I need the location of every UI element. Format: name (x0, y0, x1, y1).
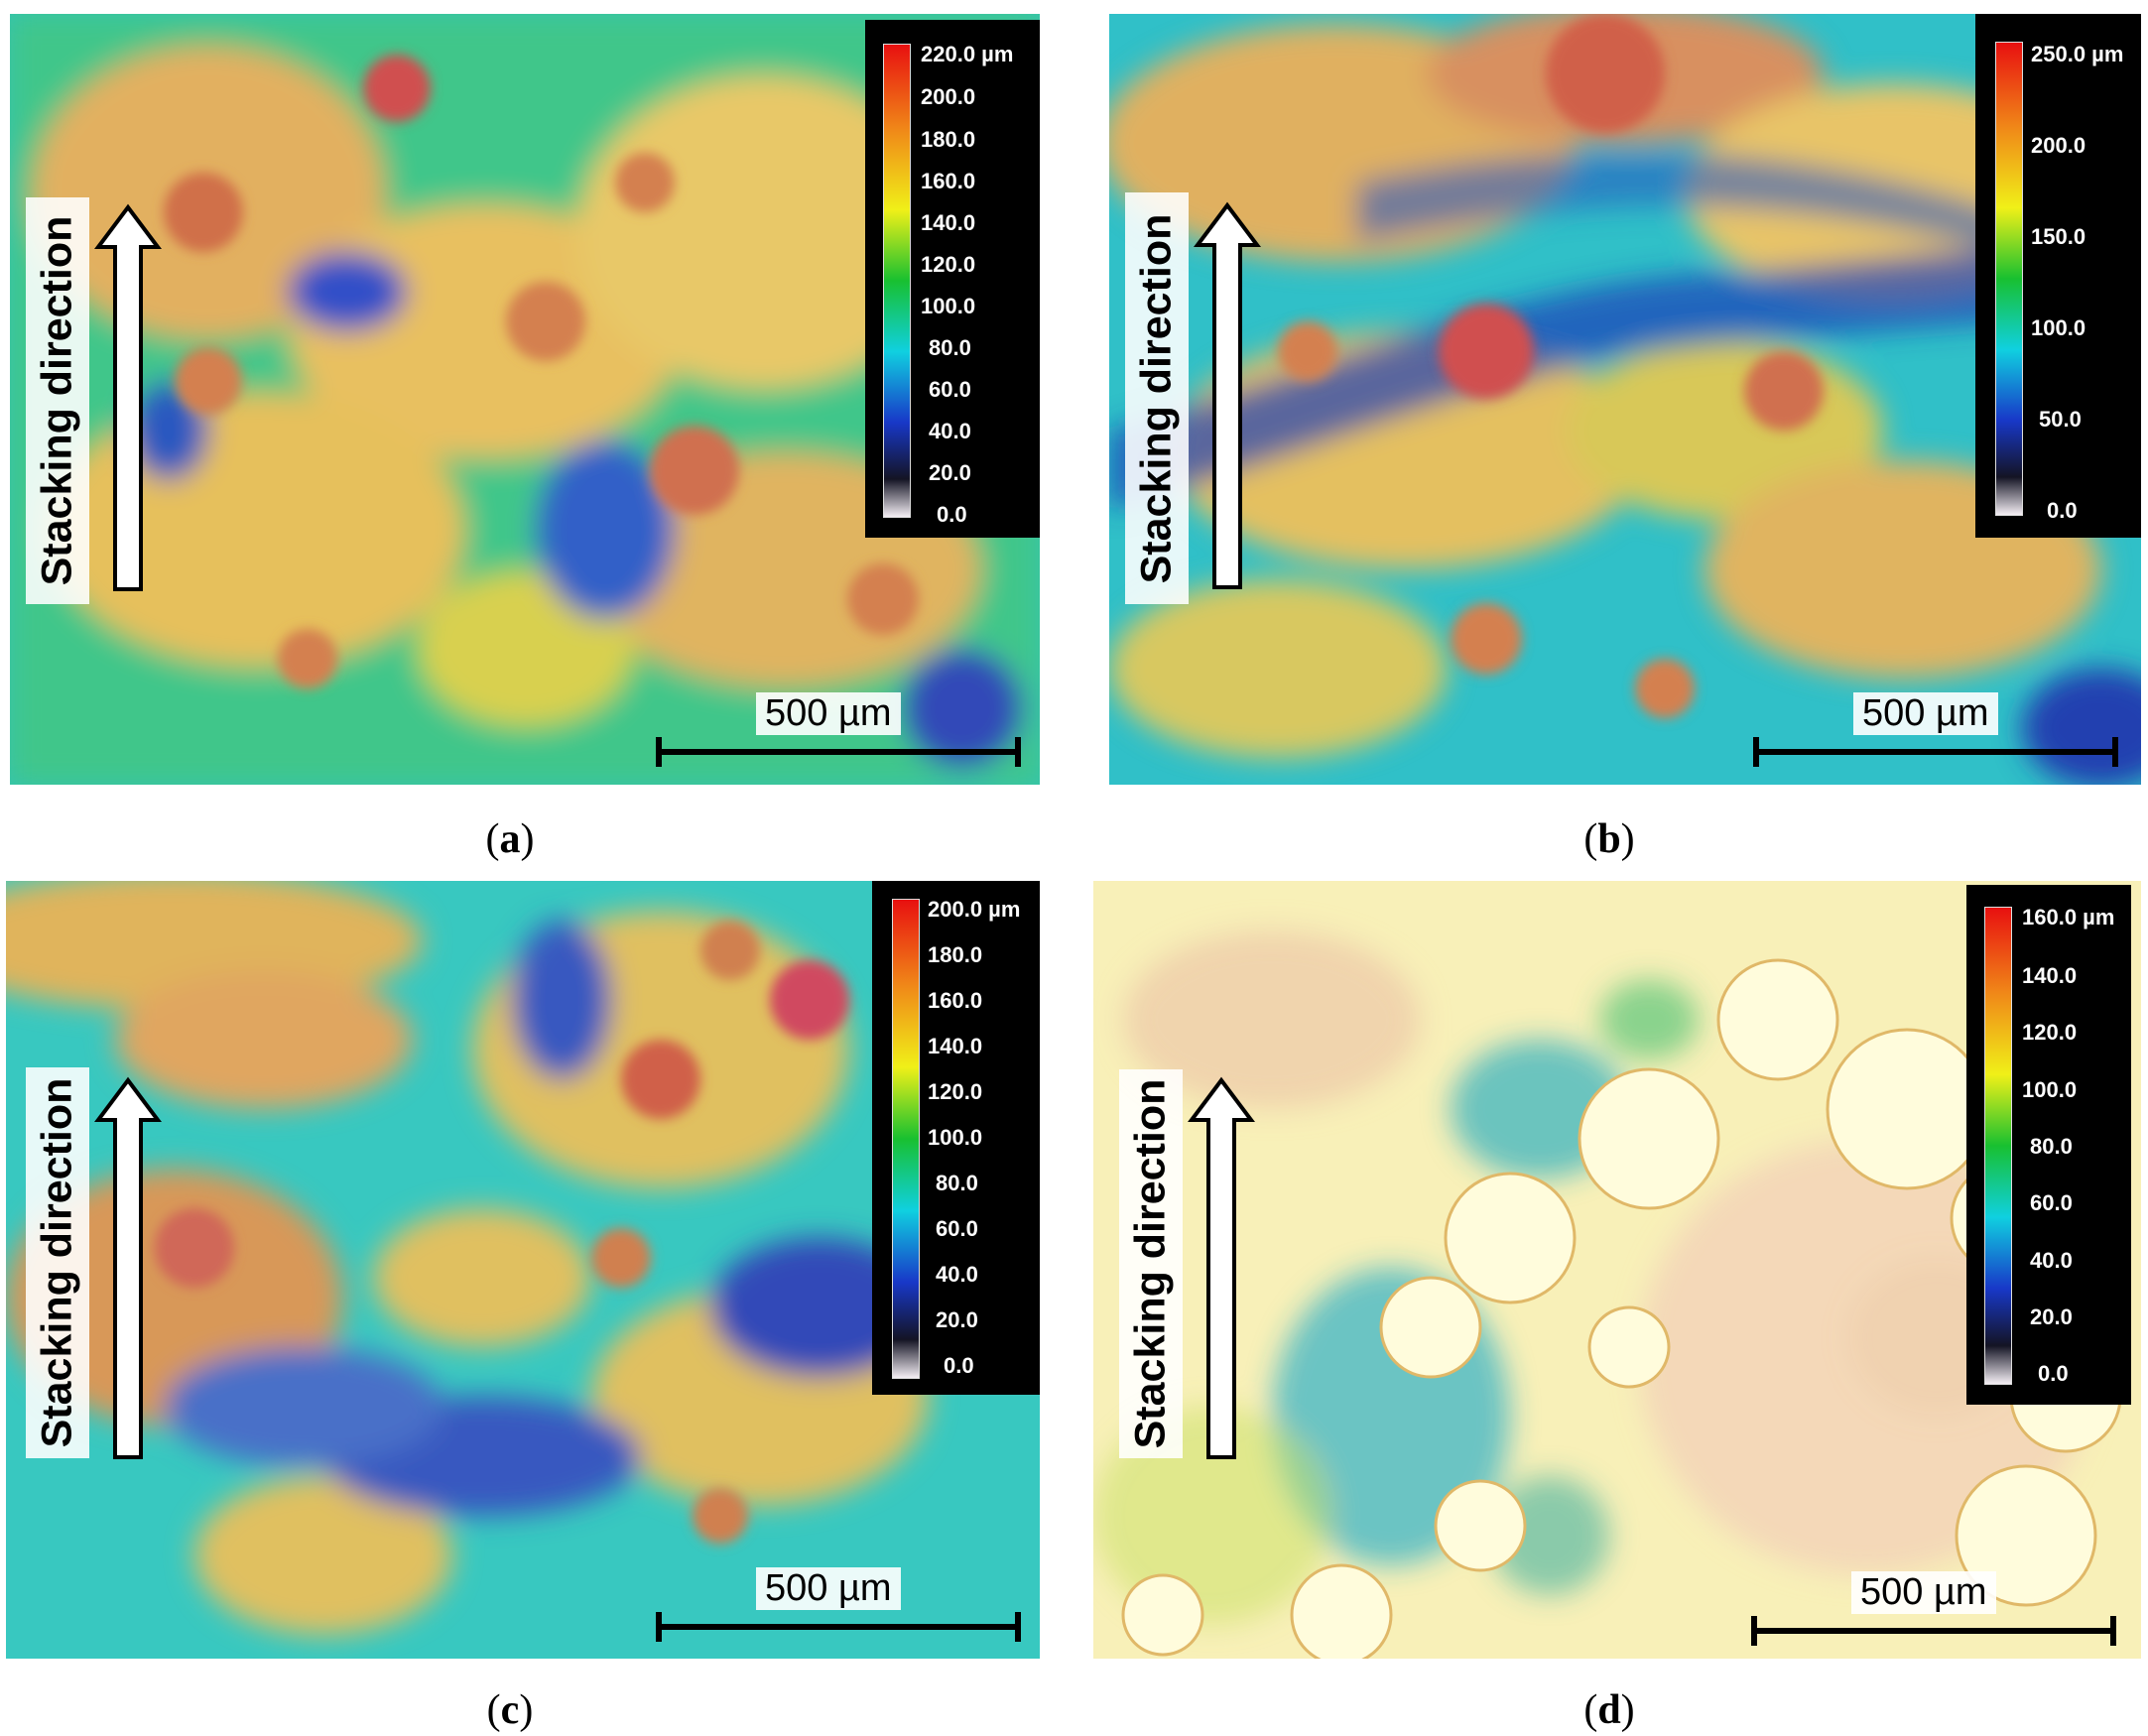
legend-tick-label: 80.0 (2030, 1134, 2073, 1159)
stacking-direction-label-box: Stacking direction (1125, 192, 1189, 604)
legend-tick-label: 120.0 (2022, 1020, 2078, 1045)
scale-bar (656, 1624, 1021, 1630)
color-scale-bar (892, 899, 920, 1379)
legend-tick-label: 160.0 µm (2022, 905, 2115, 930)
legend-tick-label: 140.0 (921, 210, 976, 235)
legend-tick-label: 40.0 (929, 419, 971, 443)
scale-bar (1753, 749, 2118, 755)
scale-bar-label: 500 µm (756, 692, 901, 735)
up-arrow-icon (1194, 201, 1261, 589)
caption-d: (d) (1583, 1687, 1635, 1733)
scale-bar-label: 500 µm (756, 1567, 901, 1610)
stacking-direction-label: Stacking direction (33, 215, 81, 586)
legend-tick-label: 150.0 (2031, 224, 2086, 249)
legend-tick-label: 50.0 (2039, 407, 2082, 432)
height-legend: 220.0 µm 200.0 180.0 160.0 140.0 120.0 1… (865, 20, 1040, 538)
caption-b: (b) (1583, 816, 1635, 862)
panel-c: Stacking direction 200.0 µm 180.0 160.0 … (6, 881, 1040, 1659)
legend-tick-label: 120.0 (921, 252, 976, 277)
scale-bar-left-tick (656, 737, 662, 767)
legend-tick-label: 60.0 (2030, 1190, 2073, 1215)
height-legend: 160.0 µm 140.0 120.0 100.0 80.0 60.0 40.… (1966, 885, 2131, 1405)
scale-bar-right-tick (1015, 1612, 1021, 1642)
stacking-direction-label-box: Stacking direction (26, 1067, 89, 1458)
legend-tick-label: 20.0 (2030, 1304, 2073, 1329)
legend-tick-label: 140.0 (2022, 963, 2078, 988)
legend-tick-label: 80.0 (929, 335, 971, 360)
legend-tick-label: 40.0 (2030, 1248, 2073, 1273)
legend-tick-label: 250.0 µm (2031, 42, 2124, 66)
legend-tick-label: 200.0 µm (928, 897, 1021, 922)
legend-tick-label: 180.0 (928, 942, 983, 967)
legend-tick-label: 40.0 (936, 1262, 978, 1287)
legend-tick-label: 60.0 (936, 1216, 978, 1241)
panel-d: Stacking direction 160.0 µm 140.0 120.0 … (1093, 881, 2141, 1659)
legend-tick-label: 100.0 (2031, 315, 2086, 340)
stacking-direction-label-box: Stacking direction (1119, 1069, 1183, 1458)
legend-tick-label: 100.0 (921, 294, 976, 318)
legend-tick-label: 200.0 (921, 84, 976, 109)
legend-tick-label: 20.0 (936, 1307, 978, 1332)
legend-tick-label: 100.0 (928, 1125, 983, 1150)
legend-tick-label: 180.0 (921, 127, 976, 152)
scale-bar-right-tick (2112, 737, 2118, 767)
caption-a: (a) (485, 816, 535, 862)
legend-tick-label: 200.0 (2031, 133, 2086, 158)
legend-tick-label: 100.0 (2022, 1077, 2078, 1102)
scale-bar-left-tick (1751, 1616, 1757, 1646)
legend-tick-label: 160.0 (928, 988, 983, 1013)
legend-tick-label: 60.0 (929, 377, 971, 402)
legend-tick-label: 0.0 (944, 1353, 974, 1378)
legend-tick-label: 160.0 (921, 169, 976, 193)
scale-bar-right-tick (2110, 1616, 2116, 1646)
color-scale-bar (883, 44, 911, 518)
color-scale-bar (1995, 42, 2023, 516)
height-legend: 250.0 µm 200.0 150.0 100.0 50.0 0.0 (1975, 14, 2141, 538)
legend-tick-label: 220.0 µm (921, 42, 1014, 66)
scale-bar-left-tick (1753, 737, 1759, 767)
scale-bar-label: 500 µm (1853, 692, 1998, 735)
scale-bar-right-tick (1015, 737, 1021, 767)
legend-tick-label: 0.0 (937, 502, 967, 527)
legend-tick-label: 0.0 (2047, 498, 2078, 523)
stacking-direction-label: Stacking direction (33, 1077, 81, 1448)
legend-tick-label: 0.0 (2038, 1361, 2069, 1386)
height-legend: 200.0 µm 180.0 160.0 140.0 120.0 100.0 8… (872, 881, 1040, 1395)
scale-bar (656, 749, 1021, 755)
up-arrow-icon (94, 1076, 162, 1459)
panel-b: Stacking direction 250.0 µm 200.0 150.0 … (1109, 14, 2141, 785)
stacking-direction-label: Stacking direction (1126, 1078, 1175, 1449)
color-scale-bar (1984, 907, 2012, 1385)
panel-a: Stacking direction 220.0 µm 200.0 180.0 … (10, 14, 1040, 785)
height-map-b (1109, 14, 2141, 785)
legend-tick-label: 80.0 (936, 1171, 978, 1195)
height-map-c (6, 881, 1040, 1659)
up-arrow-icon (1188, 1076, 1255, 1459)
legend-tick-label: 120.0 (928, 1079, 983, 1104)
legend-tick-label: 20.0 (929, 460, 971, 485)
caption-c: (c) (486, 1687, 534, 1733)
stacking-direction-label-box: Stacking direction (26, 197, 89, 604)
scale-bar-label: 500 µm (1851, 1571, 1996, 1614)
up-arrow-icon (94, 203, 162, 591)
legend-tick-label: 140.0 (928, 1034, 983, 1058)
scale-bar-left-tick (656, 1612, 662, 1642)
scale-bar (1751, 1628, 2116, 1634)
stacking-direction-label: Stacking direction (1132, 213, 1181, 583)
